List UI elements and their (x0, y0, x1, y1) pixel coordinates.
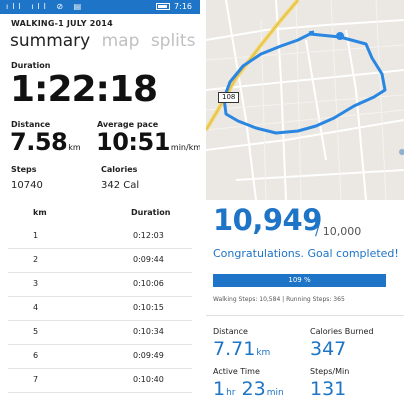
distance-label: Distance (11, 120, 51, 129)
split-km: 1 (33, 231, 39, 240)
pace-value: 10:51min/km (96, 130, 200, 154)
split-km: 2 (33, 255, 39, 264)
goal-progress-bar: 109 % (213, 274, 386, 287)
distance-number: 7.71 (213, 338, 256, 360)
row-divider (8, 320, 192, 321)
row-divider (8, 272, 192, 273)
steps-per-min-value: 131 (310, 378, 347, 400)
split-duration: 0:09:44 (133, 255, 164, 264)
duration-label: Duration (11, 61, 51, 70)
route-path (222, 32, 387, 135)
summary-screen: ıll ıll ⊘ ▤ 7:16 WALKING-1 JULY 2014 sum… (0, 0, 200, 200)
calories-value: 347 (310, 338, 347, 360)
pace-unit: min/km (170, 143, 200, 152)
steps-per-min-label: Steps/Min (310, 367, 350, 376)
split-km: 7 (33, 375, 39, 384)
battery-icon (156, 3, 171, 10)
split-row: 7 0:10:40 (0, 369, 200, 393)
tab-map[interactable]: map (101, 31, 140, 51)
split-row: 4 0:10:15 (0, 297, 200, 321)
split-duration: 0:12:03 (133, 231, 164, 240)
map-canvas (206, 0, 404, 200)
split-km: 3 (33, 279, 39, 288)
calories-label: Calories (101, 165, 138, 174)
split-km: 6 (33, 351, 39, 360)
status-right: 7:16 (156, 2, 192, 12)
active-hours: 1 (213, 378, 226, 400)
status-bar: ıll ıll ⊘ ▤ 7:16 (0, 0, 200, 14)
calories-value: 342 Cal (101, 180, 140, 191)
tab-bar: summary map splits (10, 31, 200, 51)
pace-number: 10:51 (96, 128, 170, 156)
split-km: 5 (33, 327, 39, 336)
row-divider (8, 368, 192, 369)
distance-unit: km (256, 348, 271, 358)
split-duration: 0:10:06 (133, 279, 164, 288)
duration-value: 1:22:18 (10, 69, 158, 110)
split-row: 3 0:10:06 (0, 273, 200, 297)
duration-header: Duration (131, 208, 171, 217)
pace-label: Average pace (97, 120, 159, 129)
progress-percent: 109 % (288, 276, 311, 284)
row-divider (8, 296, 192, 297)
split-row: 2 0:09:44 (0, 249, 200, 273)
split-row: 5 0:10:34 (0, 321, 200, 345)
road-number-label: 108 (218, 92, 240, 103)
steps-value: 10740 (11, 180, 43, 191)
split-row: 1 0:12:03 (0, 225, 200, 249)
goal-slash: / (315, 223, 320, 239)
minutes-unit: min (266, 388, 284, 398)
status-time: 7:16 (174, 2, 192, 11)
step-goal: /10,000 (315, 223, 361, 239)
distance-label: Distance (213, 327, 248, 336)
splits-screen: km Duration 1 0:12:03 2 0:09:44 3 0:10:0… (0, 206, 200, 404)
progress-fill (214, 275, 385, 286)
highway (206, 0, 300, 132)
tab-splits[interactable]: splits (150, 31, 196, 51)
active-time-label: Active Time (213, 367, 260, 376)
calories-label: Calories Burned (310, 327, 374, 336)
split-row: 6 0:09:49 (0, 345, 200, 369)
hours-unit: hr (226, 388, 236, 398)
split-duration: 0:10:15 (133, 303, 164, 312)
goal-value: 10,000 (322, 225, 362, 238)
goal-message: Congratulations. Goal completed! (213, 247, 399, 260)
start-marker-icon (336, 32, 344, 40)
split-duration: 0:10:34 (133, 327, 164, 336)
tab-summary[interactable]: summary (10, 31, 91, 51)
minor-streets (206, 0, 404, 200)
distance-value: 7.58km (10, 130, 81, 154)
row-divider (8, 392, 192, 393)
steps-label: Steps (11, 165, 37, 174)
route-map[interactable]: 108 (206, 0, 404, 200)
active-minutes: 23 (241, 378, 266, 400)
total-steps: 10,949 (213, 206, 322, 237)
activity-title: WALKING-1 JULY 2014 (11, 19, 113, 28)
row-divider (8, 344, 192, 345)
distance-unit: km (68, 143, 81, 152)
divider (206, 315, 404, 316)
row-divider (8, 248, 192, 249)
split-km: 4 (33, 303, 39, 312)
poi-icon (399, 149, 404, 155)
active-time-value: 1hr 23min (213, 380, 284, 399)
goal-screen: 10,949 /10,000 Congratulations. Goal com… (206, 206, 404, 404)
distance-number: 7.58 (10, 128, 68, 156)
km-header: km (33, 208, 47, 217)
split-duration: 0:09:49 (133, 351, 164, 360)
signal-icon: ıll ıll ⊘ ▤ (6, 2, 86, 11)
distance-value: 7.71km (213, 340, 270, 359)
steps-breakdown: Walking Steps: 10,584 | Running Steps: 3… (213, 296, 345, 303)
split-duration: 0:10:40 (133, 375, 164, 384)
